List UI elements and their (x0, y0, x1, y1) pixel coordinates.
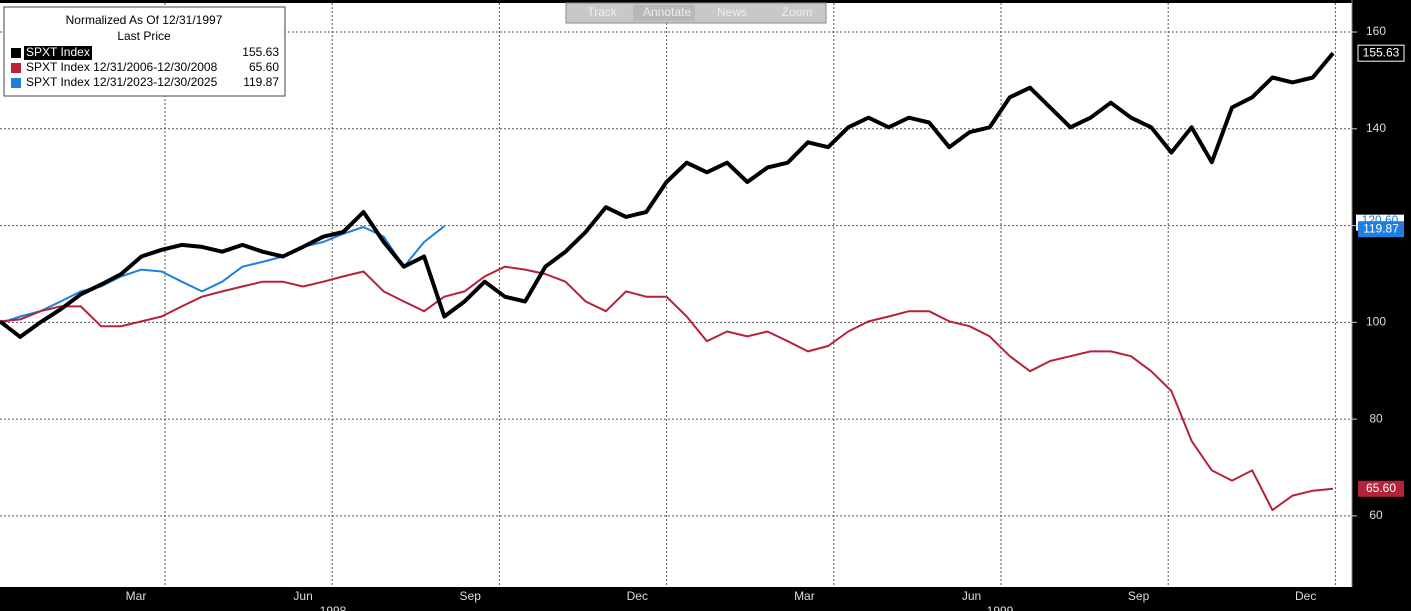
plot-area (0, 3, 1352, 587)
y-tick-label: 160 (1366, 24, 1386, 38)
toolbar-button[interactable] (763, 5, 825, 21)
lines (0, 51, 1335, 512)
last-value-label: 65.60 (1366, 481, 1396, 495)
series-line (0, 51, 1335, 339)
legend-title: Normalized As Of 12/31/1997 (66, 13, 223, 27)
legend: Normalized As Of 12/31/1997 Last Price S… (3, 6, 286, 97)
legend-swatch (11, 48, 21, 58)
vertical-grid (164, 3, 1336, 587)
toolbar-label[interactable]: News (717, 5, 747, 19)
x-tick-label: Jun (962, 589, 981, 603)
legend-label: SPXT Index (26, 45, 90, 59)
x-tick-label: Dec (1295, 589, 1316, 603)
y-tick-label: 60 (1369, 508, 1383, 522)
toolbar-button[interactable] (633, 5, 695, 21)
y-tick-label: 140 (1366, 121, 1386, 135)
legend-swatch (11, 63, 21, 73)
y-axis-bg (1352, 0, 1411, 611)
legend-highlight (24, 46, 92, 60)
x-tick-label: Dec (627, 589, 648, 603)
legend-subtitle: Last Price (117, 29, 171, 43)
toolbar-label[interactable]: Zoom (782, 5, 813, 19)
legend-value: 65.60 (249, 60, 279, 74)
toolbar-button[interactable] (698, 5, 760, 21)
x-axis-bg (0, 587, 1411, 611)
crosshair-label: 120.60 (1362, 213, 1399, 227)
y-tick-label: 80 (1369, 411, 1383, 425)
legend-label: SPXT Index 12/31/2006-12/30/2008 (26, 60, 218, 74)
series-line (0, 225, 445, 325)
toolbar-bg (565, 2, 827, 24)
legend-box (3, 6, 286, 97)
legend-label: SPXT Index 12/31/2023-12/30/2025 (26, 75, 218, 89)
last-value-callout (1357, 44, 1405, 62)
last-value-callout (1358, 221, 1404, 238)
last-value-label: 119.87 (1363, 221, 1399, 235)
toolbar-label[interactable]: Annotate (643, 5, 691, 19)
x-tick-label: Mar (126, 589, 147, 603)
legend-value: 155.63 (242, 45, 279, 59)
x-tick-label: Mar (794, 589, 815, 603)
x-tick-label: Jun (293, 589, 312, 603)
toolbar-button[interactable] (568, 5, 630, 21)
last-value-label: 155.63 (1363, 45, 1400, 59)
y-tick-label: 100 (1366, 315, 1386, 329)
series-line (0, 265, 1334, 512)
x-tick-label: Sep (460, 589, 482, 603)
toolbar-label[interactable]: Track (587, 5, 618, 19)
toolbar: Track Annotate News Zoom (565, 2, 827, 24)
legend-swatch (11, 78, 21, 88)
last-value-callout (1358, 480, 1404, 497)
year-label: 1998 (320, 604, 347, 611)
legend-value: 119.87 (243, 75, 279, 89)
x-tick-label: Sep (1128, 589, 1150, 603)
year-label: 1999 (987, 604, 1014, 611)
